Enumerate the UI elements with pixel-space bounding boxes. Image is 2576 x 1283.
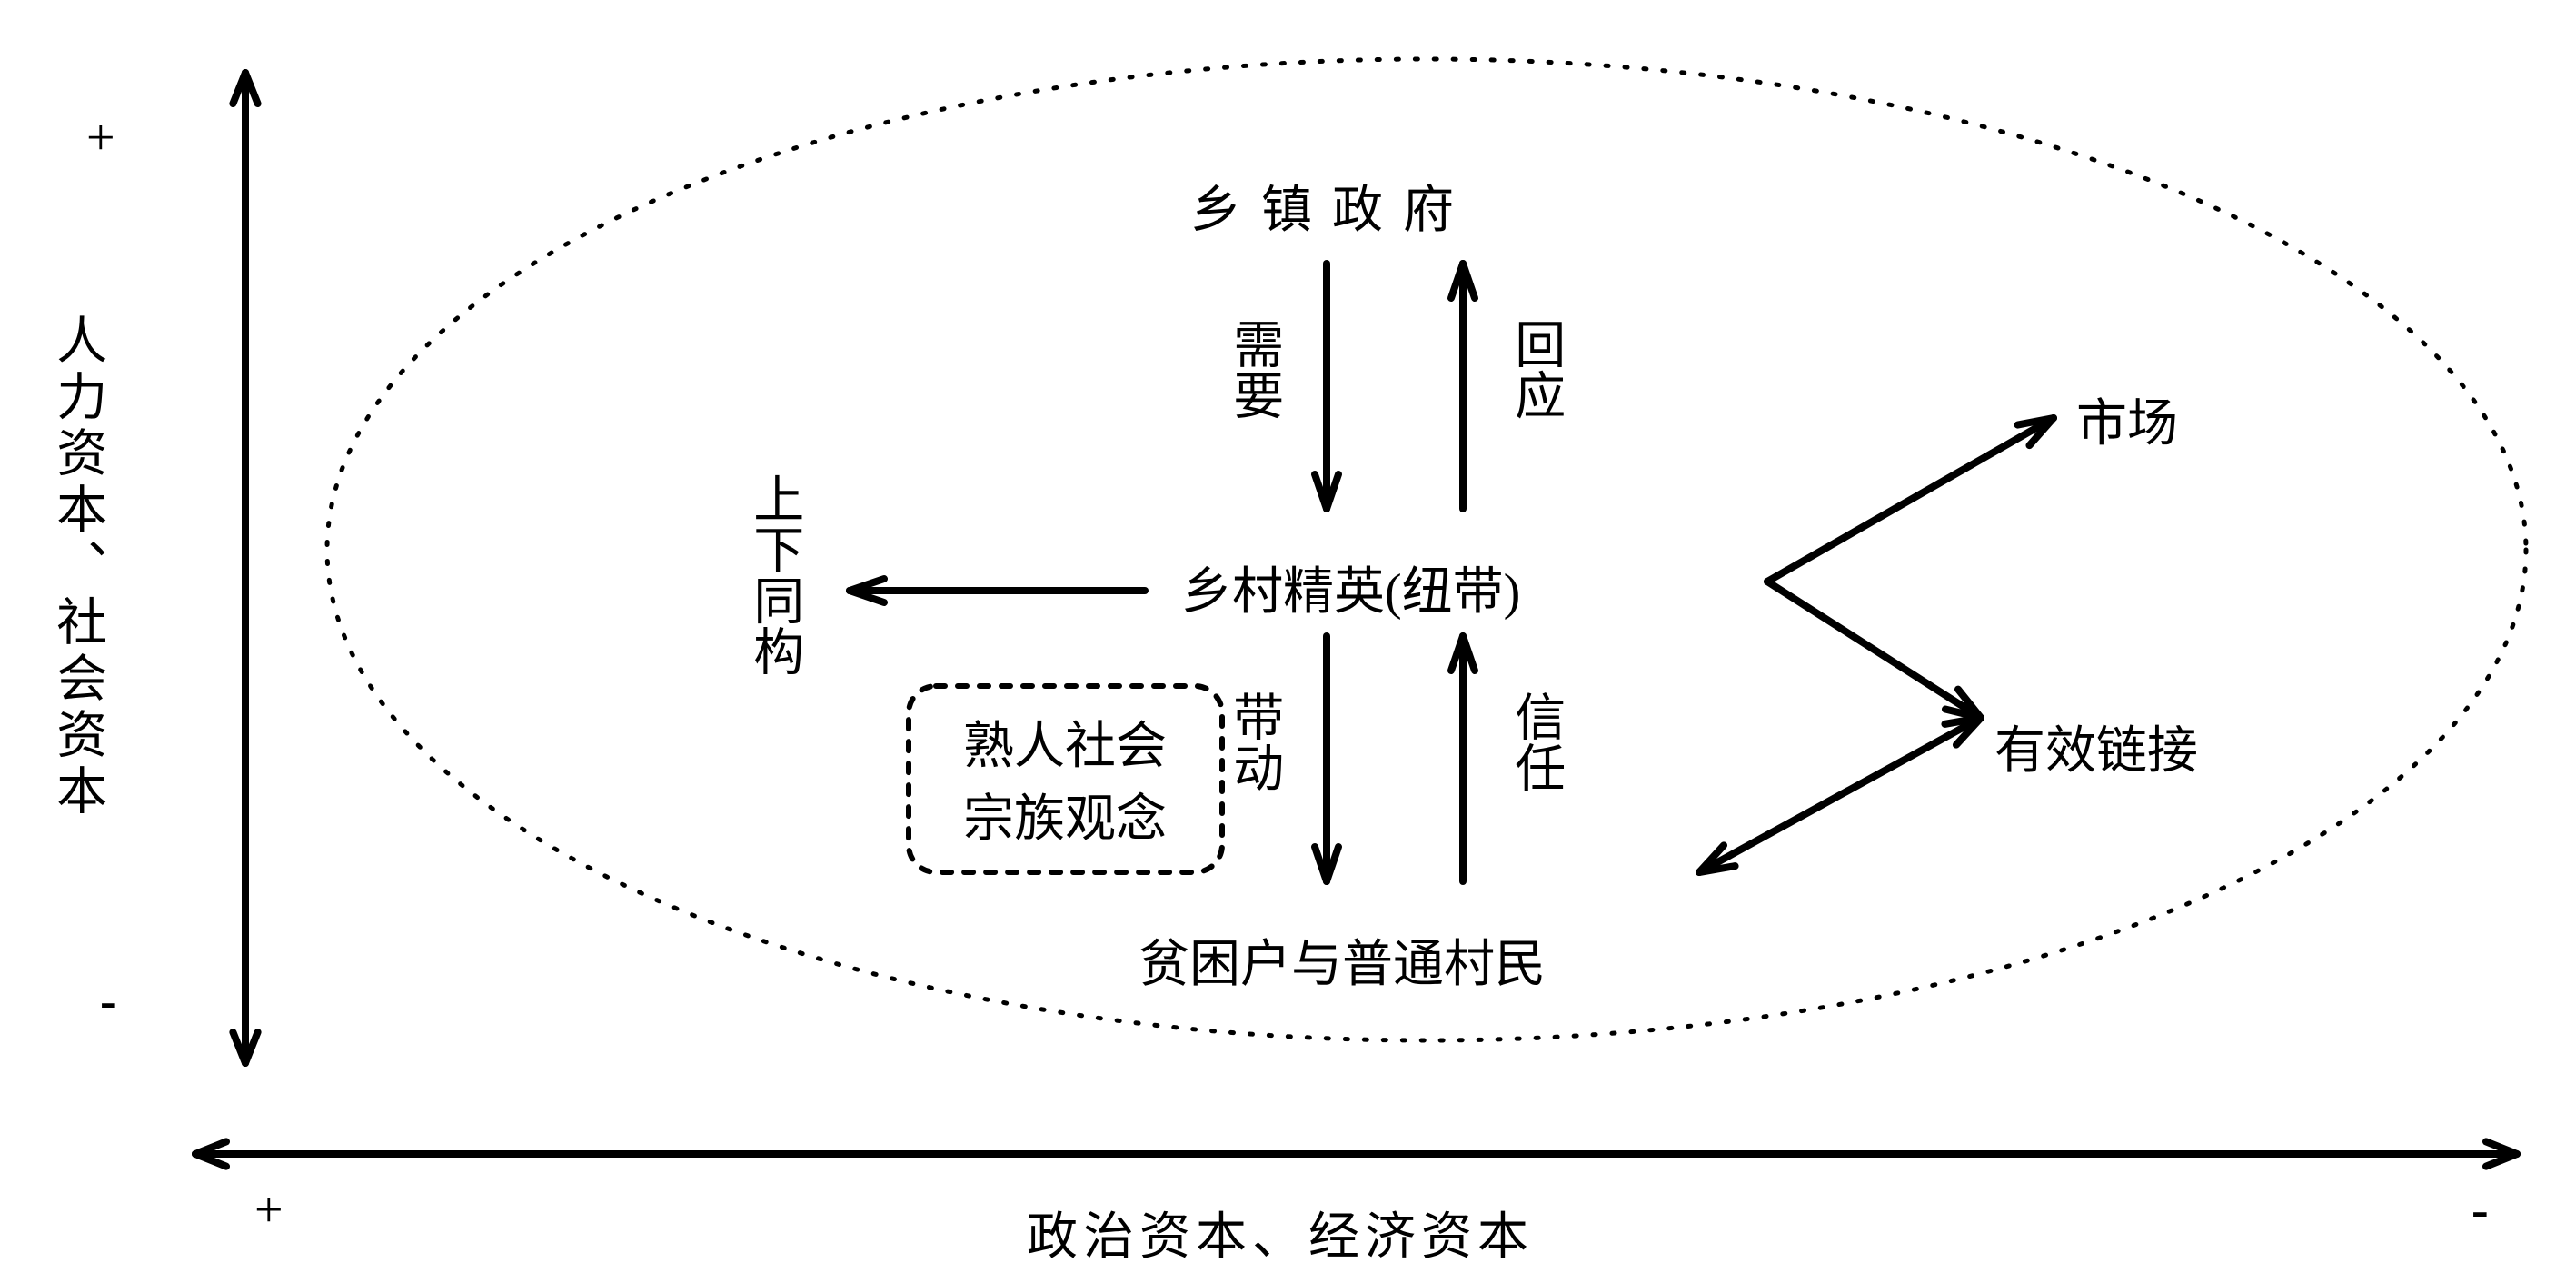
fork-to-link: [1767, 582, 1981, 718]
y-axis-label: 人力资本、社会资本: [50, 313, 104, 821]
y-axis-minus: -: [100, 972, 117, 1030]
hidden-join: [1699, 582, 1767, 872]
node-link: 有效链接: [1994, 722, 2198, 781]
node-gov: 乡 镇 政 府: [1190, 182, 1457, 240]
edge-need: 需要: [1227, 318, 1280, 420]
node-updown: 上下同构: [747, 472, 801, 676]
edge-trust: 信任: [1508, 691, 1562, 792]
edge-drive: 带动: [1227, 691, 1280, 792]
box-line-2: 宗族观念: [963, 791, 1167, 849]
node-elite: 乡村精英(纽带): [1181, 563, 1520, 622]
x-axis-plus: +: [254, 1181, 283, 1239]
box-line-1: 熟人社会: [963, 718, 1167, 776]
y-axis-plus: +: [86, 109, 115, 167]
x-axis-label: 政治资本、经济资本: [1027, 1208, 1534, 1267]
x-axis-minus: -: [2472, 1181, 2489, 1239]
node-market: 市场: [2076, 395, 2178, 453]
to-link-double: [1699, 718, 1981, 872]
edge-resp: 回应: [1508, 318, 1562, 420]
node-poor: 贫困户与普通村民: [1139, 936, 1546, 994]
to-market: [1767, 418, 2054, 582]
